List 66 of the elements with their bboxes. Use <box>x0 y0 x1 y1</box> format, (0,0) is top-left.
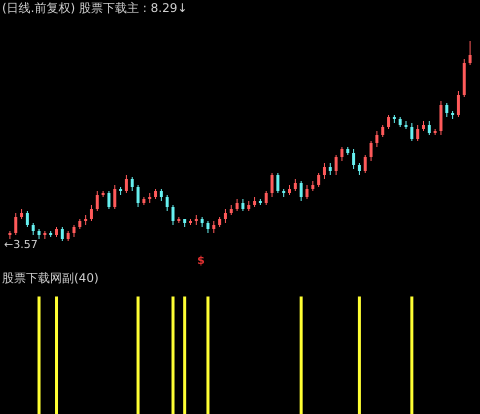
candlestick <box>84 214 88 226</box>
candlestick <box>206 220 210 234</box>
candlestick <box>26 210 29 228</box>
candlestick <box>224 208 227 224</box>
candlestick <box>130 176 134 192</box>
candlestick <box>300 180 303 202</box>
candlestick <box>90 204 93 222</box>
chart-title: 股票下载网副(40) <box>2 271 99 285</box>
candlestick <box>113 184 116 210</box>
candlestick <box>317 172 320 188</box>
candlestick <box>14 212 18 236</box>
candlestick <box>416 124 420 142</box>
candlestick <box>305 184 308 200</box>
candlestick <box>358 162 361 176</box>
candlestick <box>107 190 110 210</box>
candlestick <box>72 224 76 238</box>
candlestick <box>422 120 425 132</box>
candlestick <box>166 194 169 212</box>
candlestick <box>264 190 268 206</box>
candlestick <box>381 124 384 138</box>
candlestick <box>38 228 41 240</box>
candlestick <box>253 196 256 208</box>
candlestick <box>328 162 332 176</box>
candlestick <box>230 204 233 216</box>
candlestick <box>428 120 431 136</box>
candlestick <box>387 114 390 130</box>
candlestick <box>55 226 58 238</box>
candlestick <box>154 188 158 200</box>
candlestick <box>375 130 378 148</box>
candlestick <box>148 192 152 204</box>
candlestick <box>218 216 222 228</box>
candlestick <box>410 122 414 142</box>
candlestick <box>236 198 239 212</box>
text: $ <box>197 254 205 267</box>
candlestick <box>370 140 373 162</box>
candlestick <box>270 172 274 198</box>
candlestick <box>311 180 314 192</box>
candlestick <box>241 198 244 212</box>
candlestick <box>294 178 297 192</box>
candlestick <box>322 162 326 180</box>
candlestick <box>160 188 163 202</box>
candlestick <box>445 102 448 118</box>
candlestick <box>212 220 216 234</box>
candlestick <box>32 222 35 236</box>
candlestick <box>352 148 356 170</box>
candlestick <box>364 154 367 174</box>
chart-title: (日线.前复权) 股票下载主 : 8.29↓ <box>2 1 188 15</box>
candlestick <box>78 218 82 230</box>
candlestick <box>276 172 280 194</box>
candlestick <box>136 184 140 208</box>
candlestick <box>124 174 128 194</box>
candlestick <box>20 208 24 220</box>
candlestick <box>468 40 472 66</box>
candlestick <box>334 154 338 176</box>
candlestick <box>60 226 64 242</box>
annotation: ←3.57 <box>4 238 38 251</box>
candlestick <box>288 184 292 196</box>
candlestick <box>172 204 175 226</box>
candlestick <box>340 146 344 162</box>
candlestick <box>247 200 250 212</box>
candlestick <box>398 116 402 128</box>
candlestick <box>66 230 70 242</box>
candlestick <box>200 216 204 228</box>
candlestick <box>96 190 99 212</box>
candlestick <box>194 214 198 226</box>
candlestick <box>456 90 460 118</box>
